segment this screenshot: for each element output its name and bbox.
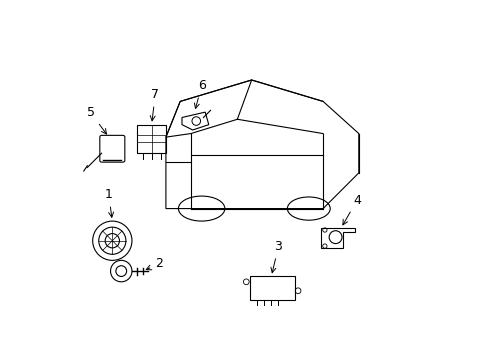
Text: 7: 7 [150, 89, 159, 121]
Text: 6: 6 [194, 80, 205, 108]
Text: 3: 3 [270, 240, 282, 273]
Text: 1: 1 [104, 188, 113, 217]
Text: 4: 4 [342, 194, 360, 225]
Text: 2: 2 [146, 257, 163, 270]
Text: 5: 5 [87, 106, 106, 134]
